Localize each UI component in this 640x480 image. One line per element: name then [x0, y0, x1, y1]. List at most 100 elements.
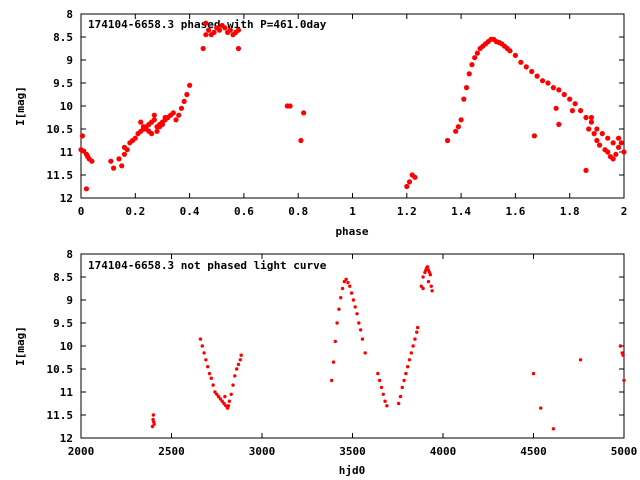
- data-point: [231, 383, 235, 387]
- data-point: [610, 140, 616, 146]
- data-point: [453, 128, 459, 134]
- x-axis-label: phase: [335, 225, 368, 238]
- data-point: [385, 404, 389, 408]
- data-point: [553, 105, 559, 111]
- data-point: [400, 385, 404, 390]
- y-tick-label: 12: [60, 432, 73, 445]
- data-point: [216, 394, 221, 399]
- data-point: [235, 45, 242, 52]
- data-point: [539, 406, 543, 410]
- data-point: [618, 140, 624, 146]
- data-point: [222, 25, 228, 31]
- data-point: [229, 392, 233, 396]
- data-point: [605, 149, 611, 155]
- data-point: [458, 117, 464, 123]
- data-point: [588, 114, 595, 121]
- x-tick-label: 0.2: [125, 205, 145, 218]
- data-point: [421, 286, 425, 291]
- y-ticks: 8 8.5 9 9.5 10 10.5 11 11.5 12: [47, 248, 624, 445]
- data-point: [227, 27, 233, 33]
- x-tick-label: 1: [349, 205, 356, 218]
- data-point: [529, 68, 535, 75]
- data-point: [178, 105, 185, 111]
- data-point: [348, 284, 352, 288]
- data-point: [610, 156, 616, 162]
- data-point: [444, 137, 451, 144]
- data-point: [402, 378, 406, 383]
- data-point: [561, 91, 567, 98]
- data-point: [223, 394, 227, 399]
- data-point: [376, 371, 380, 376]
- data-point: [507, 48, 513, 54]
- y-axis-label: I[mag]: [14, 326, 27, 366]
- data-point: [235, 27, 242, 33]
- data-point: [360, 337, 365, 341]
- y-ticks: 8 8.5 9 9.5 10 10.5 11 11.5 12: [47, 8, 624, 205]
- data-point: [429, 284, 433, 288]
- data-point: [404, 183, 410, 190]
- y-tick-label: 10: [60, 100, 73, 113]
- y-tick-label: 12: [60, 192, 73, 205]
- data-point: [162, 114, 168, 121]
- y-tick-label: 9.5: [53, 77, 73, 90]
- x-tick-label: 0.6: [234, 205, 254, 218]
- data-point: [184, 91, 190, 98]
- data-point: [461, 96, 467, 102]
- data-point: [413, 337, 417, 341]
- data-point: [613, 151, 619, 157]
- data-point: [298, 137, 304, 144]
- phased-plot: 174104-6658.3 phased with P=461.0day I[m…: [14, 8, 627, 238]
- chart-title: 174104-6658.3 not phased light curve: [88, 259, 327, 272]
- x-tick-label: 5000: [611, 445, 638, 458]
- data-point: [211, 29, 217, 35]
- data-point: [357, 321, 361, 325]
- data-point: [419, 284, 423, 288]
- data-point: [148, 131, 155, 137]
- data-point: [567, 96, 573, 102]
- data-point: [615, 135, 622, 141]
- data-point: [238, 358, 242, 362]
- data-point: [469, 62, 475, 68]
- data-point: [187, 82, 193, 88]
- data-point: [200, 344, 204, 348]
- data-point: [377, 378, 382, 383]
- y-tick-label: 9.5: [53, 317, 73, 330]
- data-point: [523, 64, 529, 70]
- data-point: [83, 186, 90, 192]
- data-point: [227, 399, 232, 403]
- data-points: [78, 20, 627, 192]
- x-tick-label: 3500: [339, 445, 366, 458]
- data-point: [342, 279, 347, 284]
- data-point: [170, 110, 176, 116]
- y-tick-label: 9: [66, 294, 73, 307]
- data-point: [569, 108, 576, 114]
- data-point: [203, 20, 209, 26]
- x-tick-label: 1.4: [451, 205, 471, 218]
- data-point: [430, 289, 434, 293]
- data-point: [202, 351, 206, 355]
- data-point: [572, 101, 578, 107]
- data-point: [363, 351, 367, 355]
- x-tick-label: 2: [621, 205, 628, 218]
- data-point: [512, 52, 519, 59]
- plot-frame: [80, 253, 625, 439]
- data-point: [556, 87, 562, 93]
- y-tick-label: 8.5: [53, 271, 73, 284]
- data-point: [545, 80, 551, 86]
- x-tick-label: 1.6: [505, 205, 525, 218]
- data-point: [333, 339, 338, 344]
- plot-frame: [80, 13, 625, 199]
- y-tick-label: 11.5: [47, 409, 74, 422]
- data-point: [132, 135, 138, 141]
- data-point: [577, 108, 584, 114]
- data-point: [349, 291, 354, 295]
- data-point: [463, 85, 470, 91]
- data-point: [110, 165, 117, 171]
- data-point: [206, 365, 210, 369]
- x-tick-label: 4000: [430, 445, 457, 458]
- y-tick-label: 10: [60, 340, 73, 353]
- data-point: [140, 124, 147, 130]
- data-point: [287, 103, 293, 109]
- data-point: [383, 399, 387, 403]
- y-tick-label: 10.5: [47, 123, 74, 136]
